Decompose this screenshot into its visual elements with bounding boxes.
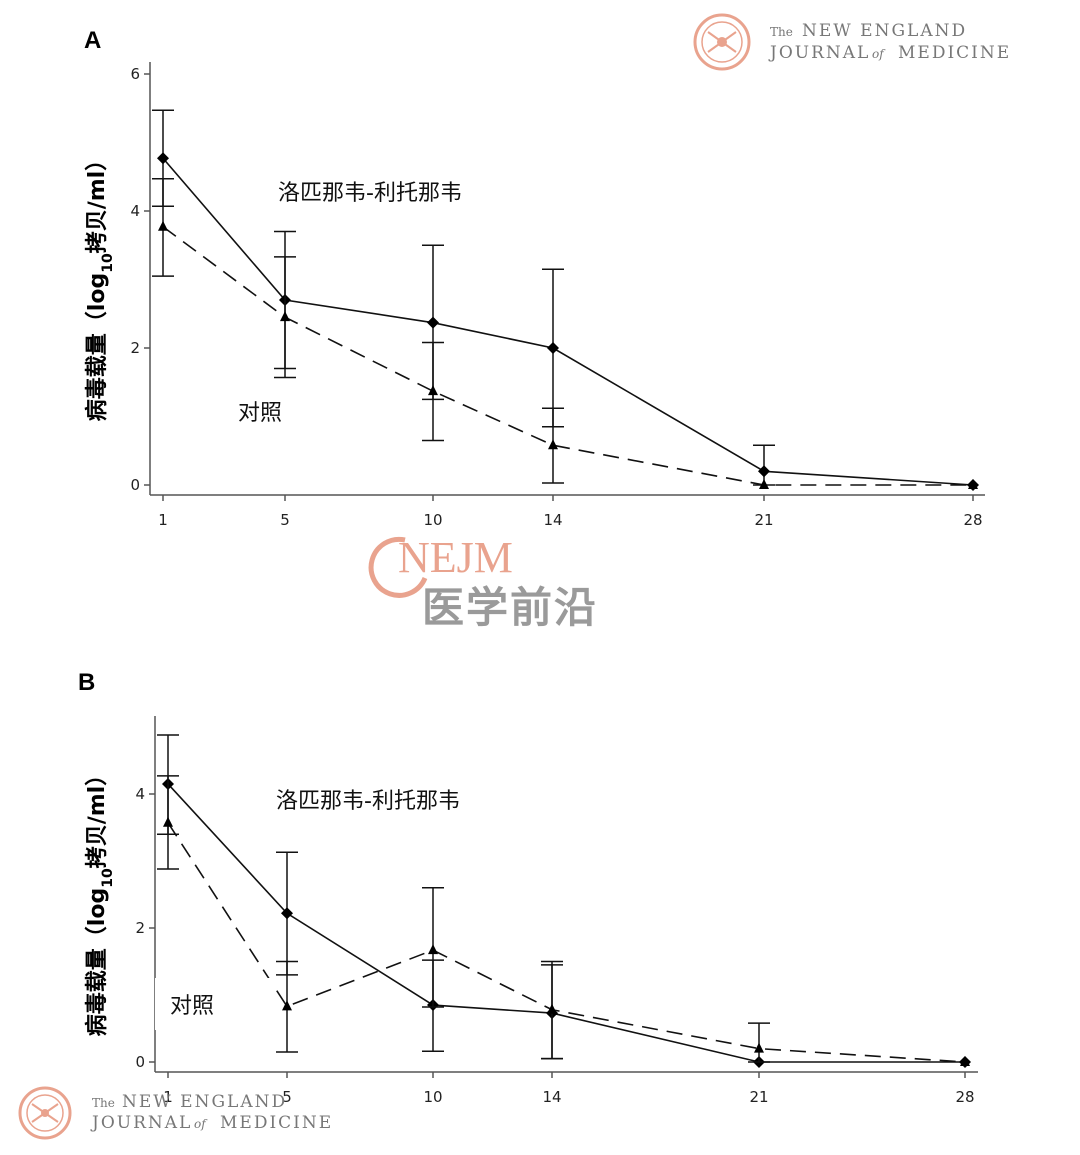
- panel-b-series-control-line: [167, 822, 966, 1063]
- panel-a-x-tick-label-0: 1: [158, 511, 168, 529]
- panel-a-series-control-point-4: [759, 479, 769, 489]
- panel-a-series-control-point-5: [968, 479, 978, 489]
- panel-a-series-control-point-1: [280, 311, 290, 322]
- panel-a-y-tick-label-3: 6: [130, 65, 140, 83]
- panel-a-ylabel-end: 拷贝/ml）: [84, 149, 110, 254]
- panel-a-ylabel-main: 病毒载量（log: [84, 273, 110, 421]
- journal-watermark-bottom: The NEW ENGLAND JOURNAL of MEDICINE: [18, 1086, 333, 1140]
- panel-b-x-tick-label-0: 1: [163, 1088, 173, 1106]
- panel-a-y-tick-label-0: 0: [130, 476, 140, 494]
- panel-a-ylabel-sub: 10: [100, 253, 116, 273]
- panel-b-series-control-errorbar-4: [748, 1022, 770, 1063]
- panel-b-x-tick-label-1: 5: [282, 1088, 292, 1106]
- journal-line2b-text: MEDICINE: [898, 43, 1011, 63]
- journal-seal-icon: [693, 13, 751, 71]
- panel-b-series-label-control: 对照: [170, 994, 214, 1019]
- panel-b-series-lpv-point-1: [281, 907, 293, 920]
- panel-b-y-tick-label-1: 2: [135, 919, 145, 937]
- nejm-text: NEJM: [398, 533, 513, 582]
- panel-a-axes: 0 2 4 6 1 5 10 14 21 28: [130, 62, 985, 529]
- panel-a-series-lpv-point-0: [157, 152, 169, 165]
- panel-b-series-label-lpv: 洛匹那韦-利托那韦: [276, 789, 460, 814]
- panel-a-x-tick-label-4: 21: [754, 511, 773, 529]
- panel-b-series-control-point-3: [547, 1003, 557, 1014]
- panel-b-series-control-point-5: [960, 1056, 970, 1066]
- panel-a-series-control-point-0: [158, 220, 168, 231]
- journal-the-text: The: [770, 25, 793, 39]
- panel-b-ylabel-main: 病毒载量（log: [84, 888, 110, 1036]
- panel-a-y-tick-label-1: 2: [130, 339, 140, 357]
- panel-b-series-control-point-4: [754, 1042, 764, 1053]
- journal-of-text: of: [872, 47, 886, 61]
- panel-a-series-lpv-line: [162, 157, 974, 486]
- journal-line2a-text-bottom: JOURNAL: [90, 1113, 192, 1133]
- panel-b-y-tick-label-2: 4: [135, 785, 145, 803]
- panel-b-x-tick-label-4: 21: [749, 1088, 768, 1106]
- nejm-swoosh-icon: [368, 536, 428, 598]
- journal-of-text-bottom: of: [194, 1117, 208, 1131]
- panel-a-series-control-point-3: [548, 439, 558, 450]
- panel-b-x-tick-label-2: 10: [423, 1088, 442, 1106]
- panel-b-ylabel-end: 拷贝/ml）: [84, 764, 110, 869]
- panel-b-series-control-point-0: [163, 816, 173, 827]
- journal-the-text-bottom: The: [92, 1096, 115, 1110]
- panel-a-ylabel: 病毒载量（log10拷贝/ml）: [84, 149, 116, 421]
- panel-b-label-backdrop: [155, 978, 273, 1030]
- panel-b-ylabel: 病毒载量（log10拷贝/ml）: [84, 764, 116, 1036]
- panel-a-series-control-line: [162, 226, 973, 486]
- panel-b-series-control-point-2: [428, 944, 438, 955]
- nejm-watermark-center: NEJM 医学前沿: [368, 533, 598, 632]
- journal-line1-text-bottom: NEW ENGLAND: [122, 1092, 287, 1112]
- panel-a-x-tick-label-5: 28: [963, 511, 982, 529]
- panel-b-series-lpv-line: [167, 783, 965, 1063]
- journal-line1-text: NEW ENGLAND: [802, 21, 967, 41]
- panel-a-series-lpv-point-4: [758, 465, 770, 478]
- panel-b-series-control-point-1: [282, 1000, 292, 1011]
- panel-b-y-tick-label-0: 0: [135, 1053, 145, 1071]
- panel-a-series-label-control: 对照: [238, 401, 282, 426]
- panel-a-series-lpv-point-3: [547, 342, 559, 354]
- panel-b-marks: [157, 734, 971, 1068]
- panel-b-label: B: [78, 669, 95, 696]
- nejm-cn-text: 医学前沿: [422, 583, 598, 632]
- panel-a-label: A: [84, 27, 101, 54]
- panel-a-series-control-point-2: [428, 385, 438, 396]
- panel-b-axes: 0 2 4 1 5 10 14 21 28: [135, 716, 978, 1106]
- panel-a-y-tick-label-2: 4: [130, 202, 140, 220]
- panel-a-marks: [152, 109, 979, 491]
- journal-line2a-text: JOURNAL: [768, 43, 870, 63]
- panel-a-x-tick-label-3: 14: [543, 511, 562, 529]
- journal-watermark-top: The NEW ENGLAND JOURNAL of MEDICINE: [693, 13, 1011, 71]
- panel-a-x-tick-label-1: 5: [280, 511, 290, 529]
- panel-a-series-lpv-point-2: [427, 316, 439, 329]
- panel-a-x-tick-label-2: 10: [423, 511, 442, 529]
- journal-line2b-text-bottom: MEDICINE: [220, 1113, 333, 1133]
- panel-b-x-tick-label-5: 28: [955, 1088, 974, 1106]
- panel-b-x-tick-label-3: 14: [542, 1088, 561, 1106]
- panel-a-series-label-lpv: 洛匹那韦-利托那韦: [278, 181, 462, 206]
- journal-seal-icon-bottom: [18, 1086, 72, 1140]
- panel-b-ylabel-sub: 10: [100, 868, 116, 888]
